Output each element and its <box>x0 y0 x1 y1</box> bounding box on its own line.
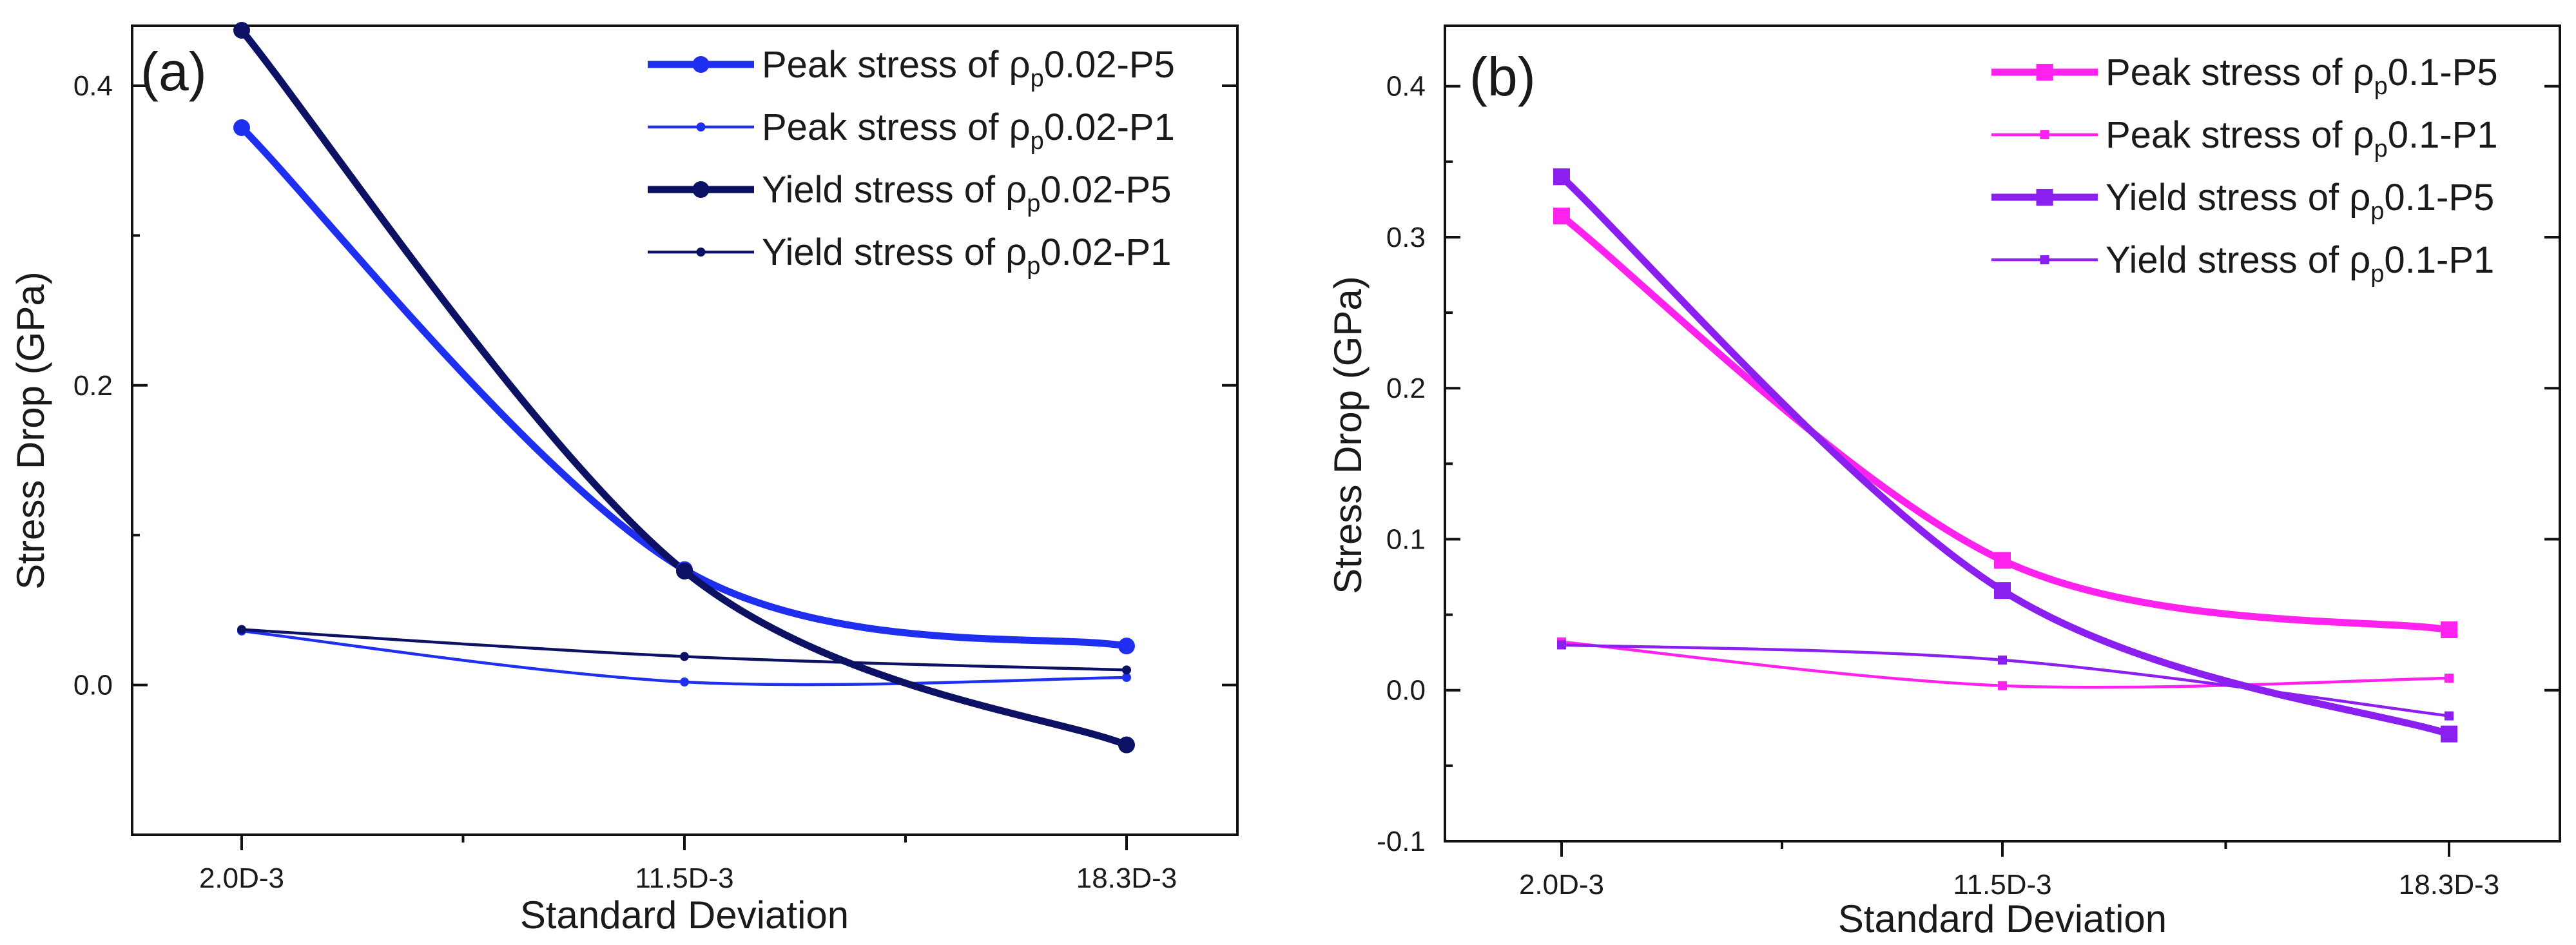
legend-marker <box>696 122 706 132</box>
data-point <box>676 562 693 580</box>
data-point <box>233 119 250 137</box>
x-tick-label: 18.3D-3 <box>1076 862 1177 894</box>
data-point <box>1994 582 2011 599</box>
legend-label: Peak stress of ρp0.1-P5 <box>2106 52 2498 100</box>
data-point <box>680 677 689 687</box>
y-tick-label: 0.3 <box>1386 222 1426 253</box>
legend-label: Yield stress of ρp0.1-P1 <box>2106 239 2494 287</box>
panel-b-legend: Peak stress of ρp0.1-P5 Peak stress of ρp… <box>1991 52 2498 287</box>
legend-marker <box>2036 64 2053 81</box>
data-point <box>2445 711 2454 721</box>
y-tick-label: 0.2 <box>1386 373 1426 404</box>
legend-marker <box>2040 255 2049 264</box>
panel-b-chart: -0.10.00.10.20.30.42.0D-3 11.5D-3 18.3D-3 … <box>1326 24 2561 940</box>
data-point <box>1994 552 2011 569</box>
data-point <box>1122 665 1131 675</box>
legend-label: Yield stress of ρp0.02-P1 <box>762 231 1172 280</box>
data-point <box>2441 725 2457 743</box>
data-point <box>2441 621 2457 639</box>
panel-a-series-lines <box>238 26 1130 749</box>
y-tick-label: -0.1 <box>1377 826 1426 857</box>
legend-label: Yield stress of ρp0.02-P5 <box>762 169 1172 217</box>
x-tick-label: 11.5D-3 <box>1953 869 2051 901</box>
data-point <box>233 21 250 39</box>
panel-b-x-axis-title: Standard Deviation <box>1838 897 2167 940</box>
data-point <box>1557 640 1566 650</box>
series-line <box>238 26 1130 749</box>
x-tick-label: 2.0D-3 <box>199 862 284 894</box>
panel-b-axes: -0.1 0.0 0.1 0.2 0.3 0.4 2.0D-3 11.5D-3 18.3D-3 <box>1377 71 2560 901</box>
panel-b-y-axis-title: Stress Drop (GPa) <box>1326 276 1370 594</box>
panel-a-axes: 0.0 0.2 0.4 2.0D-3 11.5D-3 18.3D-3 <box>73 70 1237 894</box>
panel-a-label: (a) <box>140 41 207 102</box>
legend-label: Yield stress of ρp0.1-P5 <box>2106 177 2494 225</box>
legend-marker <box>696 248 706 257</box>
y-tick-label: 0.0 <box>1386 675 1426 706</box>
y-tick-label: 0.4 <box>1386 71 1426 102</box>
legend-label: Peak stress of ρp0.02-P1 <box>762 106 1175 155</box>
panel-a-y-axis-title: Stress Drop (GPa) <box>9 271 52 589</box>
data-point <box>1118 638 1135 655</box>
data-point <box>1998 681 2007 690</box>
y-tick-label: 0.0 <box>73 670 113 701</box>
data-point <box>1553 168 1570 186</box>
data-point <box>1122 672 1131 682</box>
legend-marker <box>2040 130 2049 139</box>
legend-marker <box>2036 189 2053 206</box>
data-point <box>237 625 246 634</box>
panel-b-label: (b) <box>1469 46 1536 107</box>
y-tick-label: 0.4 <box>73 70 113 102</box>
x-tick-label: 11.5D-3 <box>635 862 733 894</box>
panel-a-chart: 0.0 0.2 0.4 2.0D-3 11.5D-3 18.3D-3 (a) Standa… <box>9 21 1239 937</box>
data-point <box>1553 208 1570 225</box>
legend-marker <box>692 181 710 198</box>
y-tick-label: 0.2 <box>73 370 113 402</box>
panel-a-x-axis-title: Standard Deviation <box>520 893 849 937</box>
y-tick-label: 0.1 <box>1386 523 1426 555</box>
x-tick-label: 18.3D-3 <box>2399 869 2500 901</box>
legend-label: Peak stress of ρp0.1-P1 <box>2106 114 2498 162</box>
data-point <box>680 652 689 661</box>
data-point <box>1998 655 2007 665</box>
data-point <box>2445 674 2454 683</box>
legend-marker <box>692 56 710 73</box>
data-point <box>1118 736 1135 754</box>
panel-a-series-markers <box>233 21 1135 754</box>
x-tick-label: 2.0D-3 <box>1519 869 1604 901</box>
legend-label: Peak stress of ρp0.02-P5 <box>762 44 1175 92</box>
panel-a-legend: Peak stress of ρp0.02-P5 Peak stress of ρ… <box>648 44 1175 280</box>
panel-b-series-markers <box>1553 168 2457 743</box>
